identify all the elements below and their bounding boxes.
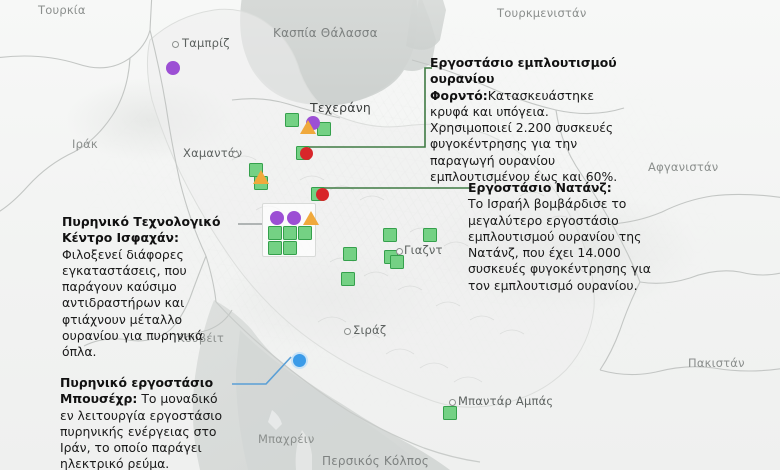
- callout-fordow-body: Κατασκευάστηκε κρυφά και υπόγεια. Χρησιμ…: [430, 87, 618, 184]
- city-label-3: Γιαζντ: [404, 243, 443, 257]
- marker-nuclear-site-16[interactable]: [341, 272, 355, 286]
- callout-bushehr-body: Το μοναδικό εν λειτουργία εργοστάσιο πυρ…: [60, 391, 223, 470]
- connector-bushehr: [232, 356, 292, 385]
- callout-bushehr-title: Πυρηνικό εργοστάσιο Μπουσέχρ:: [60, 375, 214, 407]
- marker-nuclear-site-12[interactable]: [383, 228, 397, 242]
- marker-nuclear-site-15[interactable]: [390, 255, 404, 269]
- country-label-2: Κουβέιτ: [177, 331, 225, 345]
- marker-nuclear-site-1[interactable]: [317, 122, 331, 136]
- marker-nuclear-site-17[interactable]: [443, 406, 457, 420]
- marker-struck-site-1[interactable]: [316, 188, 329, 201]
- city-dot-5: [449, 399, 456, 406]
- country-label-3: Μπαχρέιν: [258, 432, 315, 446]
- marker-uranium-facility-0[interactable]: [300, 120, 316, 134]
- country-label-6: Πακιστάν: [688, 356, 745, 370]
- marker-research-reactor-3[interactable]: [287, 211, 301, 225]
- callout-natanz-body: Το Ισραήλ βομβάρδισε το μεγαλύτερο εργοσ…: [468, 196, 651, 293]
- city-label-0: Ταμπρίζ: [182, 36, 230, 50]
- city-label-5: Μπαντάρ Αμπάς: [458, 394, 554, 408]
- city-label-4: Σιράζ: [353, 323, 387, 337]
- marker-nuclear-site-7[interactable]: [283, 226, 297, 240]
- marker-nuclear-site-11[interactable]: [343, 247, 357, 261]
- iran-coastline: [215, 301, 481, 463]
- country-label-5: Αφγανιστάν: [648, 160, 719, 174]
- marker-nuclear-site-0[interactable]: [285, 113, 299, 127]
- callout-natanz: Εργοστάσιο Νατάνζ: Το Ισραήλ βομβάρδισε τ…: [468, 180, 658, 294]
- country-label-0: Τουρκία: [38, 3, 86, 17]
- marker-nuclear-site-13[interactable]: [423, 228, 437, 242]
- callout-isfahan: Πυρηνικό Τεχνολογικό Κέντρο Ισφαχάν: Φιλ…: [62, 214, 238, 360]
- marker-struck-site-0[interactable]: [300, 147, 313, 160]
- sea-label-0: Κασπία Θάλασσα: [273, 26, 378, 40]
- callout-isfahan-title: Πυρηνικό Τεχνολογικό Κέντρο Ισφαχάν:: [62, 214, 221, 246]
- country-label-1: Ιράκ: [72, 137, 98, 151]
- marker-power-plant-0[interactable]: [291, 352, 308, 369]
- marker-uranium-facility-1[interactable]: [253, 170, 269, 184]
- marker-nuclear-site-8[interactable]: [298, 226, 312, 240]
- terrain-hatching: [231, 155, 585, 383]
- city-dot-0: [172, 41, 179, 48]
- city-dot-3: [396, 248, 403, 255]
- city-dot-4: [344, 328, 351, 335]
- marker-nuclear-site-10[interactable]: [283, 241, 297, 255]
- callout-bushehr: Πυρηνικό εργοστάσιο Μπουσέχρ: Το μοναδικ…: [60, 375, 232, 470]
- marker-nuclear-site-9[interactable]: [268, 241, 282, 255]
- sea-label-1: Περσικός Κόλπος: [322, 454, 429, 468]
- city-dot-2: [232, 151, 239, 158]
- callout-fordow: Εργοστάσιο εμπλουτισμού ουρανίου Φορντό:…: [430, 55, 628, 185]
- connector-fordow: [306, 67, 432, 148]
- city-label-1: Τεχεράνη: [310, 100, 372, 115]
- marker-research-reactor-0[interactable]: [166, 61, 180, 75]
- marker-uranium-facility-2[interactable]: [303, 211, 319, 225]
- country-borders: [0, 0, 780, 376]
- country-label-4: Τουρκμενιστάν: [497, 6, 587, 20]
- callout-fordow-title: Εργοστάσιο εμπλουτισμού ουρανίου Φορντό:: [430, 55, 617, 103]
- callout-natanz-title: Εργοστάσιο Νατάνζ:: [468, 180, 612, 195]
- callout-isfahan-body: Φιλοξενεί διάφορες εγκαταστάσεις, που πα…: [62, 246, 204, 360]
- iran-landmass: [146, 8, 595, 408]
- marker-research-reactor-2[interactable]: [270, 211, 284, 225]
- marker-nuclear-site-6[interactable]: [268, 226, 282, 240]
- city-label-2: Χαμαντάν: [183, 146, 243, 160]
